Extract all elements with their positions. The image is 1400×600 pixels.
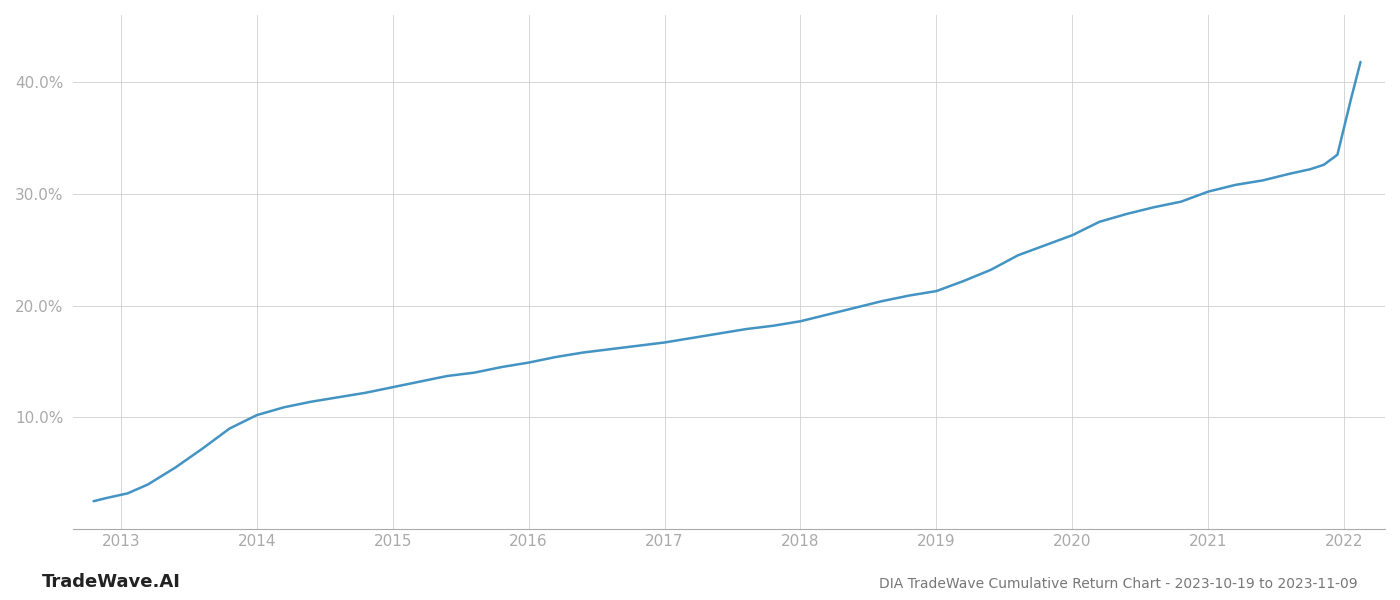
Text: TradeWave.AI: TradeWave.AI (42, 573, 181, 591)
Text: DIA TradeWave Cumulative Return Chart - 2023-10-19 to 2023-11-09: DIA TradeWave Cumulative Return Chart - … (879, 577, 1358, 591)
